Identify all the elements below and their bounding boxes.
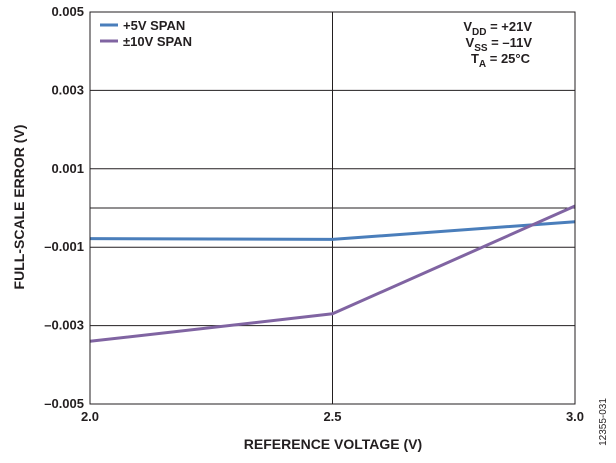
legend-label: +5V SPAN <box>123 18 185 33</box>
y-tick-label: 0.001 <box>51 161 84 176</box>
x-tick-label: 2.0 <box>81 409 99 424</box>
series-layer <box>89 204 576 343</box>
y-axis-label: FULL-SCALE ERROR (V) <box>11 125 27 290</box>
y-tick-label: 0.005 <box>51 4 84 19</box>
legend-label: ±10V SPAN <box>123 34 192 49</box>
x-axis-label: REFERENCE VOLTAGE (V) <box>244 436 422 452</box>
condition-vdd: VDD = +21V <box>463 19 532 38</box>
y-tick-label: 0.003 <box>51 82 84 97</box>
y-tick-label: –0.003 <box>44 318 84 333</box>
x-tick-label: 2.5 <box>323 409 341 424</box>
legend: +5V SPAN±10V SPAN <box>100 18 192 49</box>
series-line-0 <box>89 220 576 241</box>
condition-vss: VSS = –11V <box>466 35 533 54</box>
y-tick-label: –0.001 <box>44 239 84 254</box>
plot-frame <box>89 11 576 405</box>
chart-grid <box>90 11 575 405</box>
figure-id: 12355-031 <box>598 398 609 446</box>
condition-ta: TA = 25°C <box>471 51 531 70</box>
y-tick-label: –0.005 <box>44 396 84 411</box>
series-line-1 <box>89 204 576 343</box>
x-tick-label: 3.0 <box>566 409 584 424</box>
